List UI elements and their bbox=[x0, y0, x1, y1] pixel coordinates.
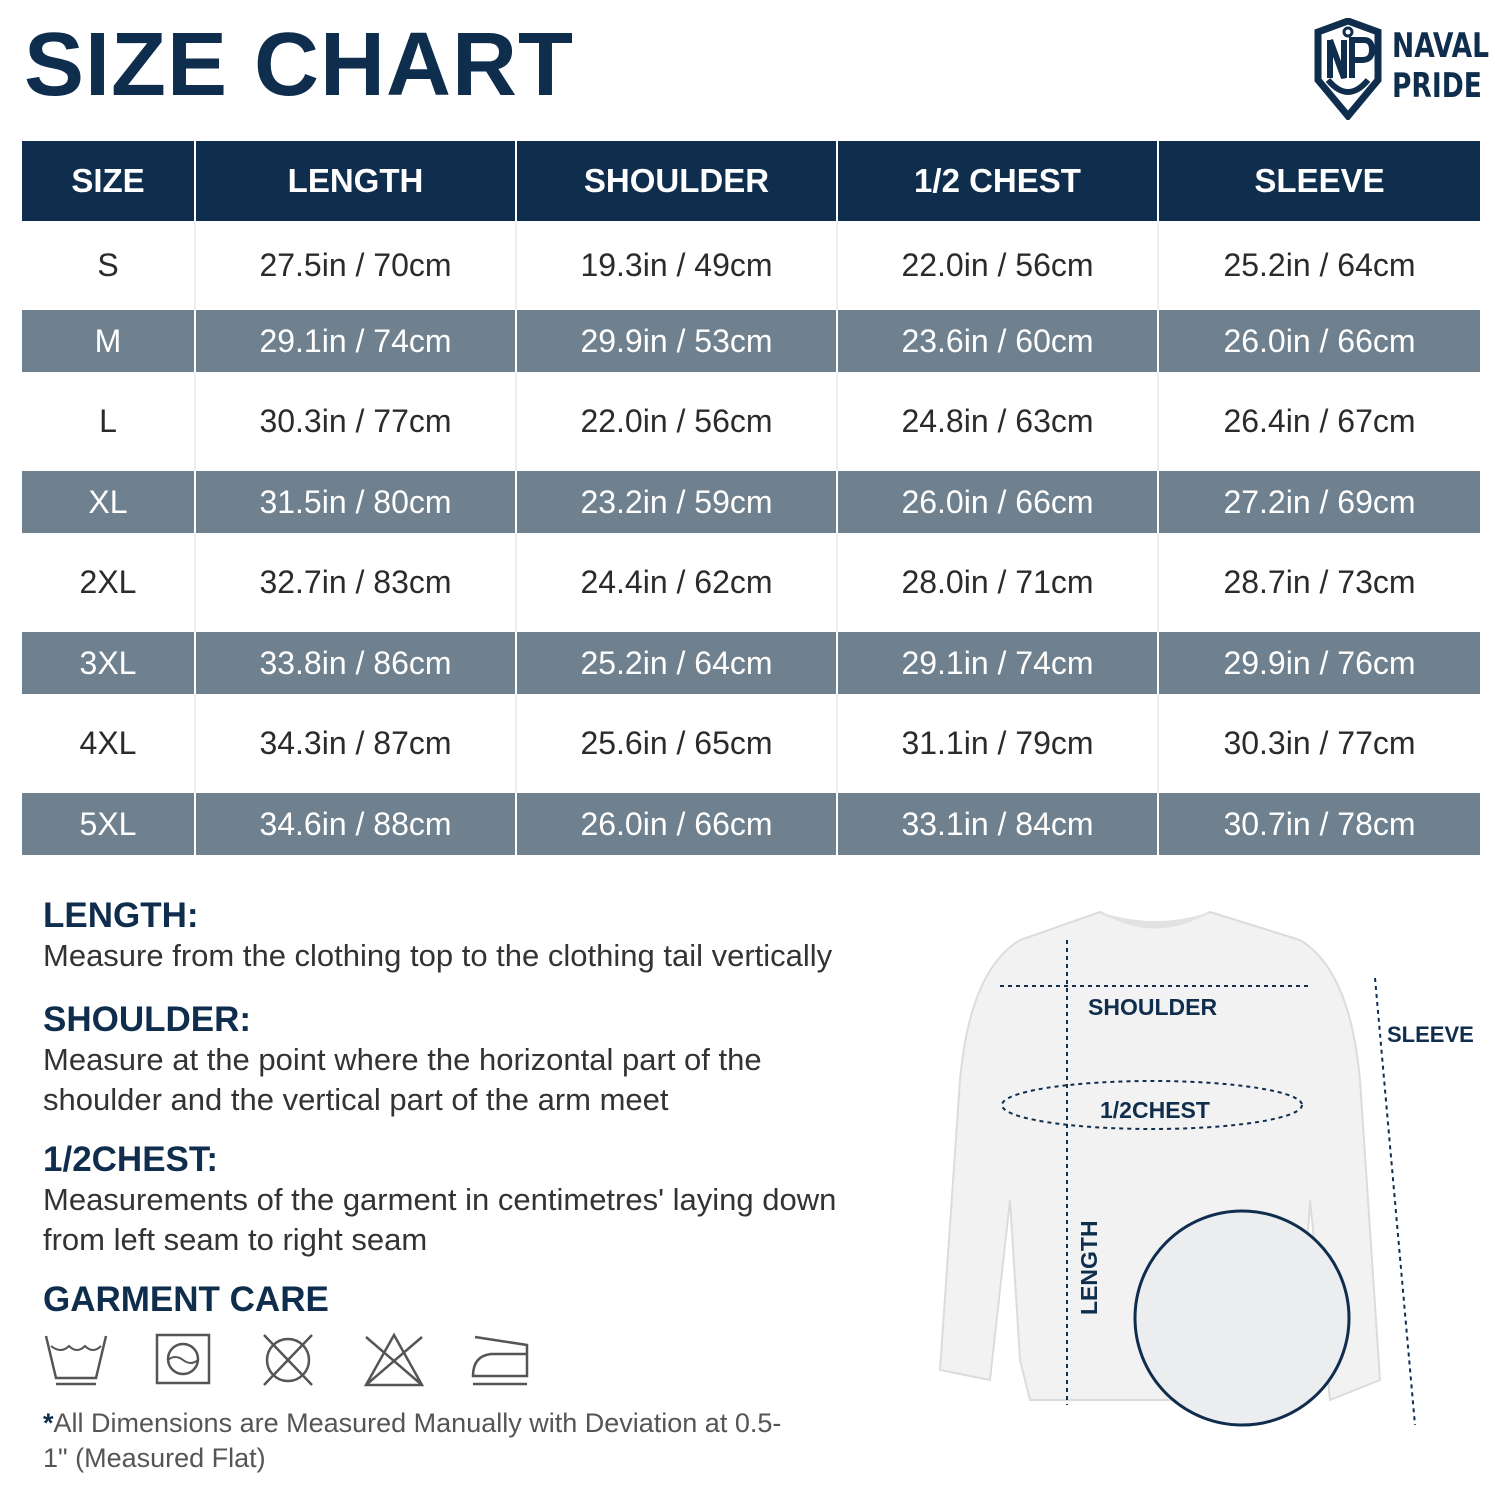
cell-size: 4XL bbox=[79, 725, 137, 761]
cell-size: S bbox=[97, 247, 119, 283]
cell-chest: 29.1in / 74cm bbox=[836, 632, 1158, 694]
cell-length: 32.7in / 83cm bbox=[194, 533, 516, 632]
measurement-note: *All Dimensions are Measured Manually wi… bbox=[43, 1406, 803, 1476]
header-length: LENGTH bbox=[194, 141, 516, 221]
cell-sleeve: 25.2in / 64cm bbox=[1157, 221, 1480, 310]
cell-size: M bbox=[22, 310, 195, 372]
table-header-row: SIZE LENGTH SHOULDER 1/2 CHEST SLEEVE bbox=[22, 141, 1480, 221]
sweater-diagram: SHOULDER 1/2CHEST SLEEVE LENGTH bbox=[900, 900, 1500, 1440]
cell-length: 27.5in / 70cm bbox=[194, 221, 516, 310]
cell-shoulder: 25.6in / 65cm bbox=[515, 694, 837, 793]
cell-length: 30.3in / 77cm bbox=[194, 372, 516, 471]
table-row: XL 31.5in / 80cm 23.2in / 59cm 26.0in / 66c… bbox=[22, 471, 1480, 533]
cell-length: 34.6in / 88cm bbox=[194, 793, 516, 855]
length-guide: LENGTH: Measure from the clothing top to… bbox=[43, 896, 963, 976]
table-row: L 30.3in / 77cm 22.0in / 56cm 24.8in / 63cm… bbox=[22, 372, 1480, 471]
note-asterisk: * bbox=[43, 1408, 54, 1438]
cell-shoulder: 23.2in / 59cm bbox=[515, 471, 837, 533]
sleeve-label: SLEEVE bbox=[1387, 1022, 1474, 1047]
cell-shoulder: 22.0in / 56cm bbox=[515, 372, 837, 471]
cell-length: 29.1in / 74cm bbox=[194, 310, 516, 372]
header-shoulder: SHOULDER bbox=[515, 141, 837, 221]
shoulder-text: Measure at the point where the horizonta… bbox=[43, 1042, 762, 1117]
cell-size: XL bbox=[22, 471, 195, 533]
cell-shoulder: 26.0in / 66cm bbox=[515, 793, 837, 855]
sweater-illustration: SHOULDER 1/2CHEST SLEEVE LENGTH bbox=[938, 910, 1474, 1427]
cell-chest: 31.1in / 79cm bbox=[836, 694, 1158, 793]
note-text: All Dimensions are Measured Manually wit… bbox=[43, 1408, 782, 1473]
cell-length: 34.3in / 87cm bbox=[194, 694, 516, 793]
chest-guide: 1/2CHEST: Measurements of the garment in… bbox=[43, 1140, 863, 1260]
do-not-dry-clean-icon bbox=[263, 1334, 313, 1386]
iron-icon bbox=[471, 1335, 529, 1386]
cell-sleeve: 26.0in / 66cm bbox=[1157, 310, 1480, 372]
header-chest: 1/2 CHEST bbox=[836, 141, 1158, 221]
brand-name: NAVAL PRIDE bbox=[1392, 26, 1490, 106]
cell-size: 3XL bbox=[22, 632, 195, 694]
header-size: SIZE bbox=[22, 141, 195, 221]
tumble-dry-icon bbox=[155, 1333, 211, 1385]
cell-shoulder: 29.9in / 53cm bbox=[515, 310, 837, 372]
table-row: 5XL 34.6in / 88cm 26.0in / 66cm 33.1in / 84… bbox=[22, 793, 1480, 855]
cell-shoulder: 24.4in / 62cm bbox=[515, 533, 837, 632]
length-text: Measure from the clothing top to the clo… bbox=[43, 938, 833, 973]
cell-chest: 28.0in / 71cm bbox=[836, 533, 1158, 632]
shoulder-label: SHOULDER bbox=[1088, 994, 1217, 1020]
length-heading: LENGTH: bbox=[43, 896, 199, 935]
cell-sleeve: 26.4in / 67cm bbox=[1157, 372, 1480, 471]
care-icons bbox=[43, 1332, 533, 1388]
care-guide: GARMENT CARE bbox=[43, 1280, 329, 1320]
shoulder-heading: SHOULDER: bbox=[43, 1000, 252, 1039]
cell-chest: 26.0in / 66cm bbox=[836, 471, 1158, 533]
hand-wash-icon bbox=[44, 1335, 108, 1386]
cell-chest: 23.6in / 60cm bbox=[836, 310, 1158, 372]
do-not-bleach-icon bbox=[363, 1332, 425, 1387]
brand-logo: NAVAL PRIDE bbox=[1312, 18, 1489, 122]
cell-chest: 33.1in / 84cm bbox=[836, 793, 1158, 855]
cell-shoulder: 25.2in / 64cm bbox=[515, 632, 837, 694]
care-heading: GARMENT CARE bbox=[43, 1280, 329, 1319]
cell-sleeve: 27.2in / 69cm bbox=[1157, 471, 1480, 533]
table-row: 4XL 34.3in / 87cm 25.6in / 65cm 31.1in / 79… bbox=[22, 694, 1480, 793]
length-label: LENGTH bbox=[1076, 1220, 1102, 1315]
table-row: M 29.1in / 74cm 29.9in / 53cm 23.6in / 60cm… bbox=[22, 310, 1480, 372]
cell-chest: 22.0in / 56cm bbox=[836, 221, 1158, 310]
cell-shoulder: 19.3in / 49cm bbox=[515, 221, 837, 310]
shoulder-guide: SHOULDER: Measure at the point where the… bbox=[43, 1000, 873, 1120]
cell-sleeve: 30.7in / 78cm bbox=[1157, 793, 1480, 855]
table-row: 3XL 33.8in / 86cm 25.2in / 64cm 29.1in / 74… bbox=[22, 632, 1480, 694]
header-sleeve: SLEEVE bbox=[1157, 141, 1480, 221]
size-table: SIZE LENGTH SHOULDER 1/2 CHEST SLEEVE S 2… bbox=[22, 141, 1480, 855]
chest-text: Measurements of the garment in centimetr… bbox=[43, 1182, 837, 1257]
page-title: SIZE CHART bbox=[24, 15, 574, 115]
cell-sleeve: 29.9in / 76cm bbox=[1157, 632, 1480, 694]
cell-length: 31.5in / 80cm bbox=[194, 471, 516, 533]
chest-heading: 1/2CHEST: bbox=[43, 1140, 219, 1179]
table-row: S 27.5in / 70cm 19.3in / 49cm 22.0in / 56cm… bbox=[22, 221, 1480, 310]
cell-size: 5XL bbox=[22, 793, 195, 855]
cell-sleeve: 28.7in / 73cm bbox=[1157, 533, 1480, 632]
table-row: 2XL 32.7in / 83cm 24.4in / 62cm 28.0in / 71… bbox=[22, 533, 1480, 632]
cell-chest: 24.8in / 63cm bbox=[836, 372, 1158, 471]
cell-length: 33.8in / 86cm bbox=[194, 632, 516, 694]
shield-anchor-icon bbox=[1314, 18, 1382, 120]
cell-size: L bbox=[99, 403, 117, 439]
cell-sleeve: 30.3in / 77cm bbox=[1157, 694, 1480, 793]
cell-size: 2XL bbox=[79, 564, 137, 600]
chest-label: 1/2CHEST bbox=[1100, 1097, 1210, 1123]
